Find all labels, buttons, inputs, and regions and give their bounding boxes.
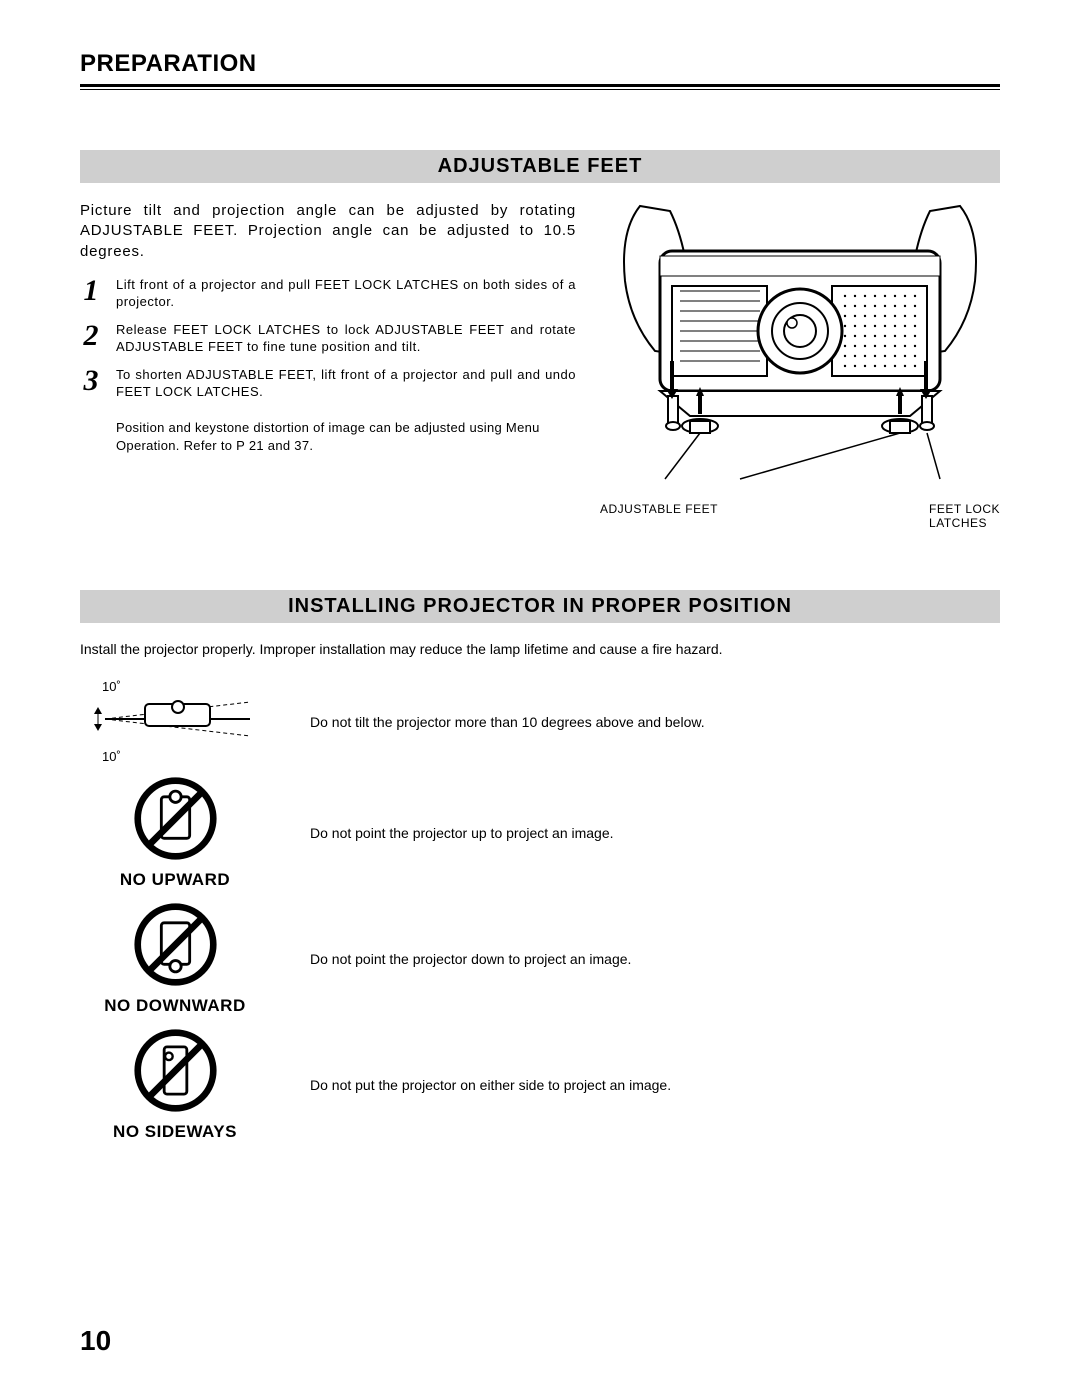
adjustable-feet-content: Picture tilt and projection angle can be… bbox=[80, 201, 1000, 530]
section-bar-adjustable-feet: ADJUSTABLE FEET bbox=[80, 150, 1000, 183]
adjustable-feet-intro: Picture tilt and projection angle can be… bbox=[80, 201, 576, 262]
page-number: 10 bbox=[80, 1325, 111, 1357]
step-2-text: Release FEET LOCK LATCHES to lock ADJUST… bbox=[116, 321, 576, 356]
adjustable-feet-text-col: Picture tilt and projection angle can be… bbox=[80, 201, 576, 530]
step-1-num: 1 bbox=[80, 276, 102, 311]
fig-label-left: ADJUSTABLE FEET bbox=[600, 502, 718, 530]
step-3-num: 3 bbox=[80, 366, 102, 401]
no-downward-text: Do not point the projector down to proje… bbox=[310, 951, 631, 967]
no-upward-label: NO UPWARD bbox=[80, 870, 270, 890]
step-1: 1 Lift front of a projector and pull FEE… bbox=[80, 276, 576, 311]
manual-page: PREPARATION ADJUSTABLE FEET Picture tilt… bbox=[0, 0, 1080, 1397]
projector-figure-icon bbox=[600, 201, 1000, 491]
no-downward-icon-col: NO DOWNWARD bbox=[80, 902, 270, 1016]
no-sideways-label: NO SIDEWAYS bbox=[80, 1122, 270, 1142]
no-downward-label: NO DOWNWARD bbox=[80, 996, 270, 1016]
step-1-text: Lift front of a projector and pull FEET … bbox=[116, 276, 576, 311]
no-downward-row: NO DOWNWARD Do not point the projector d… bbox=[80, 902, 1000, 1016]
install-intro: Install the projector properly. Improper… bbox=[80, 641, 1000, 657]
no-sideways-icon-col: NO SIDEWAYS bbox=[80, 1028, 270, 1142]
step-3: 3 To shorten ADJUSTABLE FEET, lift front… bbox=[80, 366, 576, 401]
step-2-num: 2 bbox=[80, 321, 102, 356]
no-upward-icon bbox=[133, 776, 218, 861]
section-bar-installing: INSTALLING PROJECTOR IN PROPER POSITION bbox=[80, 590, 1000, 623]
title-rule-thick bbox=[80, 84, 1000, 87]
tilt-text: Do not tilt the projector more than 10 d… bbox=[310, 714, 705, 730]
no-sideways-icon bbox=[133, 1028, 218, 1113]
adjustable-feet-note: Position and keystone distortion of imag… bbox=[116, 419, 576, 454]
no-upward-icon-col: NO UPWARD bbox=[80, 776, 270, 890]
tilt-bottom-deg: 10˚ bbox=[80, 749, 270, 764]
adjustable-feet-figure: ADJUSTABLE FEET FEET LOCK LATCHES bbox=[600, 201, 1000, 530]
no-sideways-text: Do not put the projector on either side … bbox=[310, 1077, 671, 1093]
step-2: 2 Release FEET LOCK LATCHES to lock ADJU… bbox=[80, 321, 576, 356]
no-upward-text: Do not point the projector up to project… bbox=[310, 825, 614, 841]
no-sideways-row: NO SIDEWAYS Do not put the projector on … bbox=[80, 1028, 1000, 1142]
tilt-diagram-icon bbox=[90, 694, 260, 744]
no-upward-row: NO UPWARD Do not point the projector up … bbox=[80, 776, 1000, 890]
tilt-top-deg: 10˚ bbox=[80, 679, 270, 694]
figure-labels: ADJUSTABLE FEET FEET LOCK LATCHES bbox=[600, 502, 1000, 530]
step-3-text: To shorten ADJUSTABLE FEET, lift front o… bbox=[116, 366, 576, 401]
step-list: 1 Lift front of a projector and pull FEE… bbox=[80, 276, 576, 401]
page-title: PREPARATION bbox=[80, 50, 1000, 78]
fig-label-right: FEET LOCK LATCHES bbox=[929, 502, 1000, 530]
tilt-row: 10˚ 10˚ Do not tilt the projector more t… bbox=[80, 679, 1000, 764]
tilt-icon-col: 10˚ 10˚ bbox=[80, 679, 270, 764]
title-rule-thin bbox=[80, 89, 1000, 90]
no-downward-icon bbox=[133, 902, 218, 987]
